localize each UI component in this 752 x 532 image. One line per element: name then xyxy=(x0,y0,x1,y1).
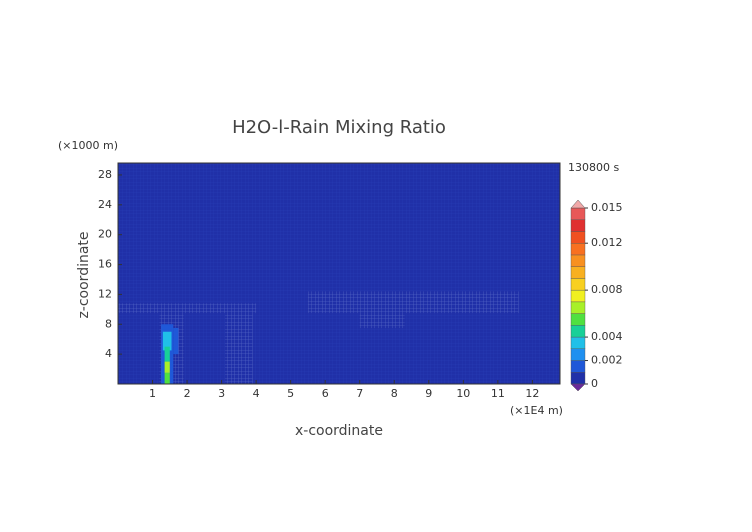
x-tick-label: 6 xyxy=(322,387,329,400)
y-tick-label: 16 xyxy=(98,258,112,271)
colorbar-band xyxy=(570,348,586,361)
colorbar-band xyxy=(570,301,586,314)
y-tick-label: 12 xyxy=(98,287,112,300)
colorbar-band xyxy=(570,360,586,373)
x-tick-label: 9 xyxy=(425,387,432,400)
field-cell xyxy=(173,328,179,355)
field-cell xyxy=(225,313,253,384)
y-tick-label: 8 xyxy=(105,317,112,330)
colorbar-over xyxy=(570,199,586,209)
colorbar-band xyxy=(570,219,586,232)
y-unit: (×1000 m) xyxy=(58,139,118,152)
colorbar-band xyxy=(570,278,586,291)
colorbar-under xyxy=(570,383,586,392)
colorbar-tick-label: 0.012 xyxy=(591,236,623,249)
x-tick-label: 2 xyxy=(184,387,191,400)
colorbar-band xyxy=(570,207,586,220)
time-label: 130800 s xyxy=(568,161,619,174)
x-axis-label: x-coordinate xyxy=(295,423,383,439)
colorbar-band xyxy=(570,372,586,385)
colorbar-band xyxy=(570,313,586,326)
colorbar-tick-label: 0.004 xyxy=(591,330,623,343)
x-tick-label: 7 xyxy=(356,387,363,400)
x-tick-label: 12 xyxy=(525,387,539,400)
field-cell xyxy=(359,313,405,329)
x-unit: (×1E4 m) xyxy=(510,404,563,417)
colorbar-tick-label: 0.008 xyxy=(591,283,623,296)
y-tick-label: 20 xyxy=(98,228,112,241)
colorbar-band xyxy=(570,242,586,256)
field-cell xyxy=(118,303,257,314)
x-tick-label: 3 xyxy=(218,387,225,400)
colorbar-tick-label: 0 xyxy=(591,377,598,390)
x-tick-label: 10 xyxy=(456,387,470,400)
colorbar-tick-label: 0.002 xyxy=(591,354,623,367)
field-cell xyxy=(307,291,519,314)
x-tick-label: 11 xyxy=(491,387,505,400)
colorbar-band xyxy=(570,266,586,279)
colorbar-band xyxy=(570,289,586,303)
x-tick-label: 8 xyxy=(391,387,398,400)
colorbar-band xyxy=(570,325,586,338)
y-tick-label: 4 xyxy=(105,347,112,360)
y-tick-label: 28 xyxy=(98,168,112,181)
field-cell xyxy=(164,372,170,384)
y-axis-label: z-coordinate xyxy=(76,231,92,318)
plot-frame xyxy=(117,162,561,385)
colorbar-band xyxy=(570,231,586,244)
x-tick-label: 1 xyxy=(149,387,156,400)
chart-title: H2O-l-Rain Mixing Ratio xyxy=(232,117,446,138)
colorbar-band xyxy=(570,254,586,267)
x-tick-label: 5 xyxy=(287,387,294,400)
colorbar-band xyxy=(570,336,586,350)
x-tick-label: 4 xyxy=(253,387,260,400)
plot-mesh xyxy=(118,163,560,384)
field-cell xyxy=(164,361,170,373)
y-tick-label: 24 xyxy=(98,198,112,211)
field-cell xyxy=(162,331,172,351)
field-cell xyxy=(164,346,170,362)
colorbar-tick-label: 0.015 xyxy=(591,201,623,214)
